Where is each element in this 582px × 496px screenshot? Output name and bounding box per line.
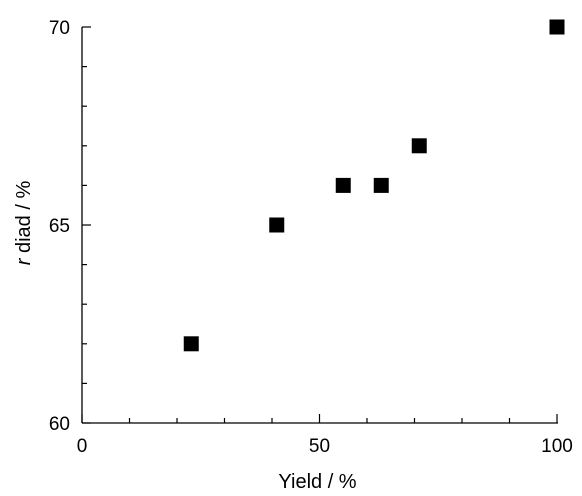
data-point-marker <box>549 19 565 35</box>
data-point-marker <box>373 177 389 193</box>
axis-tick-labels: 0 50 100 60 65 70 <box>49 18 573 457</box>
data-point-marker <box>269 217 285 233</box>
axis-ticks <box>81 26 558 424</box>
plot-axes <box>81 27 558 424</box>
y-axis-title-variable: r <box>13 257 35 265</box>
x-tick-label: 0 <box>77 436 88 457</box>
data-point-marker <box>183 336 199 352</box>
x-axis-title: Yield / % <box>278 471 356 493</box>
y-axis-title-text: diad / % <box>13 181 35 259</box>
y-axis-title: r diad / % <box>13 181 35 266</box>
y-tick-label: 70 <box>49 18 70 39</box>
data-point-marker <box>411 138 427 154</box>
y-tick-label: 65 <box>49 216 70 237</box>
data-markers <box>183 19 565 352</box>
x-tick-label: 100 <box>541 436 573 457</box>
y-tick-label: 60 <box>49 414 70 435</box>
data-point-marker <box>335 177 351 193</box>
x-tick-label: 50 <box>309 436 330 457</box>
